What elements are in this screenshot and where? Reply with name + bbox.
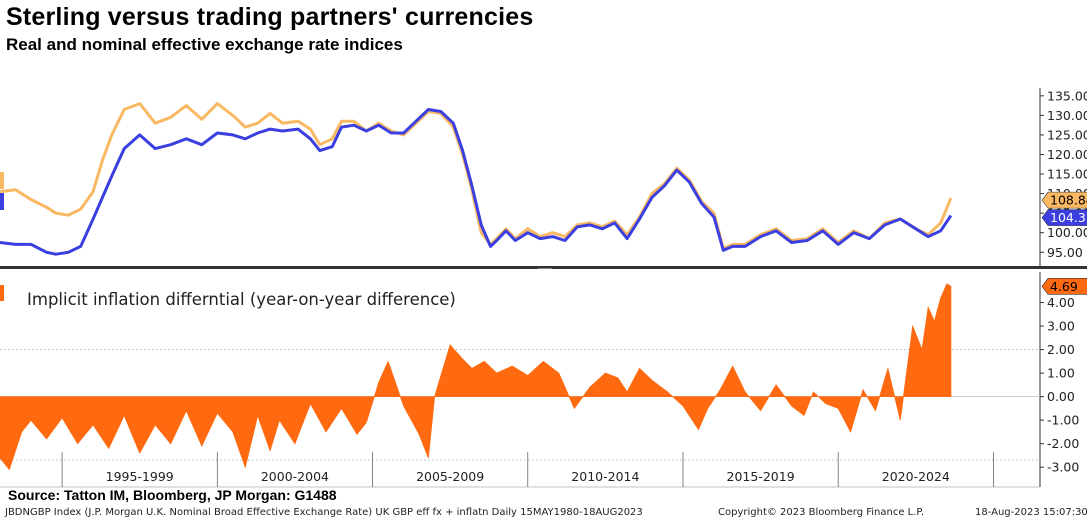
nominal-series-line [0, 108, 953, 256]
lower-y-tick-label: 1.00 [1047, 366, 1075, 381]
upper-y-tick-label: 135.00 [1047, 88, 1087, 103]
x-period-label: 1995-1999 [106, 469, 174, 484]
index-description: JBDNGBP Index (J.P. Morgan U.K. Nominal … [5, 507, 643, 518]
real-last-value-badge [1041, 191, 1087, 209]
nominal-left-marker [0, 193, 4, 210]
page-title: Sterling versus trading partners' curren… [6, 3, 534, 31]
lower-y-tick-label: -3.00 [1047, 460, 1079, 475]
diff-last-value-badge [1041, 278, 1087, 295]
upper-y-tick-label: 100.00 [1047, 225, 1087, 240]
real-last-value-badge-label: 108.84 [1050, 193, 1087, 208]
lower-y-tick-label: -1.00 [1047, 413, 1079, 428]
x-period-label: 2000-2004 [261, 469, 329, 484]
upper-y-tick-label: 115.00 [1047, 167, 1087, 182]
nominal-last-value-badge-label: 104.37 [1050, 210, 1087, 225]
upper-y-tick-label: 95.00 [1047, 245, 1083, 260]
lower-panel-title: Implicit inflation differntial (year-on-… [27, 290, 456, 309]
page-subtitle: Real and nominal effective exchange rate… [6, 35, 403, 54]
x-period-label: 2015-2019 [727, 469, 795, 484]
x-period-label: 2010-2014 [571, 469, 639, 484]
nominal-last-value-badge [1041, 209, 1087, 226]
panel-divider [0, 266, 1087, 269]
x-period-label: 2005-2009 [416, 469, 484, 484]
diff-last-value-badge-label: 4.69 [1050, 279, 1078, 294]
diff-left-marker [0, 285, 4, 301]
real-left-marker [0, 172, 4, 189]
timestamp: 18-Aug-2023 15:07:30 [975, 507, 1087, 518]
lower-y-tick-label: -2.00 [1047, 436, 1079, 451]
lower-y-tick-label: 3.00 [1047, 319, 1075, 334]
source-note: Source: Tatton IM, Bloomberg, JP Morgan:… [8, 487, 337, 503]
diff-series-area [0, 283, 952, 471]
lower-y-tick-label: 2.00 [1047, 342, 1075, 357]
copyright-note: Copyright© 2023 Bloomberg Finance L.P. [718, 507, 925, 518]
lower-y-tick-label: 4.00 [1047, 295, 1075, 310]
upper-y-tick-label: 125.00 [1047, 127, 1087, 142]
lower-y-tick-label: 0.00 [1047, 389, 1075, 404]
x-period-label: 2020-2024 [882, 469, 950, 484]
upper-y-tick-label: 120.00 [1047, 147, 1087, 162]
real-series-line [0, 102, 953, 250]
upper-y-tick-label: 130.00 [1047, 108, 1087, 123]
